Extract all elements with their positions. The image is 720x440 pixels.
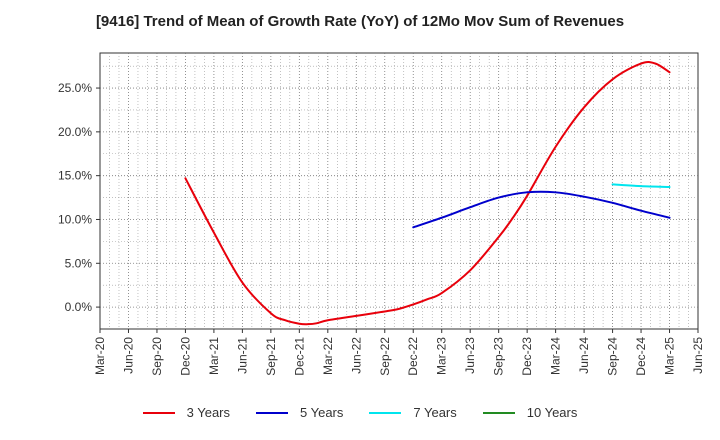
series-lines — [184, 60, 671, 326]
x-tick-label: Mar-25 — [663, 337, 677, 375]
legend-item-10-years: 10 Years — [482, 405, 578, 420]
y-tick-label: 25.0% — [58, 81, 92, 95]
legend-label-10-years: 10 Years — [526, 405, 578, 420]
x-tick-label: Sep-24 — [606, 337, 620, 376]
x-tick-label: Mar-23 — [435, 337, 449, 375]
x-tick-label: Jun-21 — [235, 337, 249, 374]
legend-swatch-7-years — [369, 411, 402, 414]
x-tick-label: Mar-21 — [207, 337, 221, 375]
legend-swatch-5-years — [256, 411, 288, 414]
x-tick-label: Dec-22 — [406, 337, 420, 376]
legend-label-3-years: 3 Years — [186, 405, 230, 420]
x-tick-label: Mar-22 — [321, 337, 335, 375]
x-tick-label: Mar-20 — [93, 337, 107, 375]
x-tick-label: Jun-24 — [577, 337, 591, 374]
x-tick-label: Mar-24 — [549, 337, 563, 375]
y-tick-label: 10.0% — [58, 212, 92, 226]
chart-title: [9416] Trend of Mean of Growth Rate (YoY… — [95, 13, 625, 30]
legend-item-3-years: 3 Years — [142, 405, 230, 420]
legend-swatch-3-years — [142, 411, 175, 414]
x-tick-label: Sep-22 — [378, 337, 392, 376]
grid-lines — [100, 53, 698, 329]
x-tick-label: Sep-21 — [264, 337, 278, 376]
series-line-3-years — [184, 60, 671, 326]
y-axis-ticks: 0.0% 5.0% 10.0% 15.0% 20.0% 25.0% — [58, 81, 100, 314]
y-tick-label: 0.0% — [65, 300, 93, 314]
legend-label-5-years: 5 Years — [300, 405, 344, 420]
plot-background — [99, 52, 699, 330]
x-tick-label: Jun-23 — [463, 337, 477, 374]
x-tick-label: Jun-25 — [691, 337, 705, 374]
y-tick-label: 20.0% — [58, 125, 92, 139]
x-tick-label: Sep-23 — [492, 337, 506, 376]
x-axis-ticks: Mar-20 Jun-20 Sep-20 Dec-20 Mar-21 Jun-21 Sep-… — [93, 329, 705, 376]
series-line-5-years — [412, 190, 671, 229]
x-tick-label: Dec-23 — [520, 337, 534, 376]
y-tick-label: 15.0% — [58, 169, 92, 183]
y-tick-label: 5.0% — [65, 256, 93, 270]
legend: 3 Years 5 Years 7 Years 10 Years — [0, 405, 720, 420]
x-tick-label: Dec-21 — [292, 337, 306, 376]
legend-swatch-10-years — [482, 411, 515, 414]
legend-label-7-years: 7 Years — [413, 405, 457, 420]
x-tick-label: Sep-20 — [150, 337, 164, 376]
x-tick-label: Jun-22 — [349, 337, 363, 374]
x-tick-label: Dec-24 — [634, 337, 648, 376]
x-tick-label: Jun-20 — [121, 337, 135, 374]
legend-item-7-years: 7 Years — [369, 405, 457, 420]
series-line-7-years — [611, 183, 671, 189]
x-tick-label: Dec-20 — [178, 337, 192, 376]
legend-item-5-years: 5 Years — [256, 405, 343, 420]
